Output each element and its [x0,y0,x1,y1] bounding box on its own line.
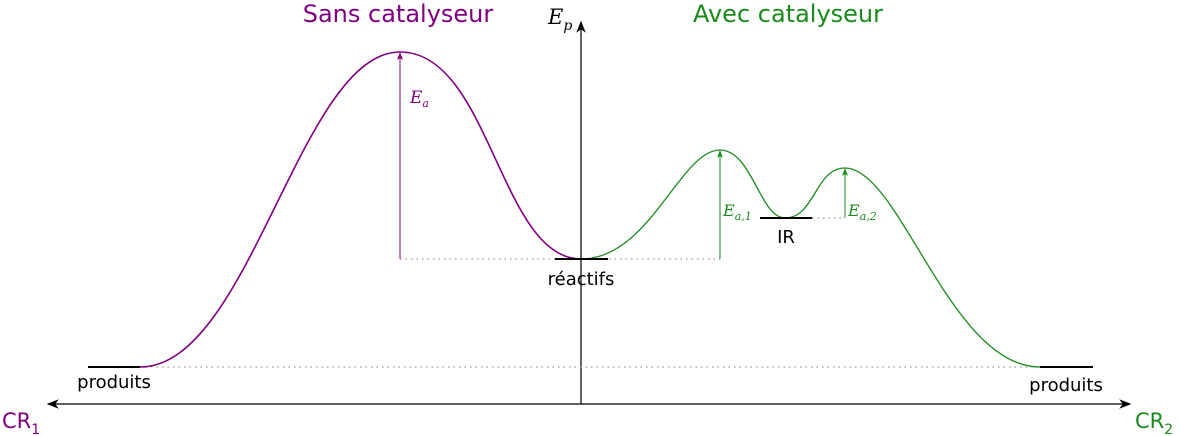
intermediate-label: IR [777,227,795,248]
right-axis-label: CR2 [1135,409,1173,436]
left-title: Sans catalyseur [303,0,494,28]
subscript: a [422,97,429,110]
left-axis-label: CR1 [2,409,40,436]
catalysed-curve [580,149,1041,368]
symbol: E [722,201,735,220]
subscript: 2 [1164,422,1173,436]
products-right-label: produits [1029,375,1103,396]
guides [140,217,1040,368]
levels [88,217,1093,368]
products-left-label: produits [77,372,151,393]
symbol: E [547,5,563,29]
subscript: 1 [31,422,40,436]
ea-label: Ea [409,88,429,110]
symbol: E [847,201,860,220]
symbol: CR [2,409,31,433]
symbol: E [409,88,423,108]
subscript: a,1 [735,210,752,223]
reactants-label: réactifs [548,269,615,290]
right-title: Avec catalyseur [693,0,883,28]
subscript: a,2 [860,210,877,223]
symbol: CR [1135,409,1164,433]
ea2-label: Ea,2 [847,201,877,223]
uncatalysed-curve [139,51,582,368]
energy-axis-label: Ep [547,5,572,34]
subscript: p [563,18,572,34]
ea1-label: Ea,1 [722,201,752,223]
